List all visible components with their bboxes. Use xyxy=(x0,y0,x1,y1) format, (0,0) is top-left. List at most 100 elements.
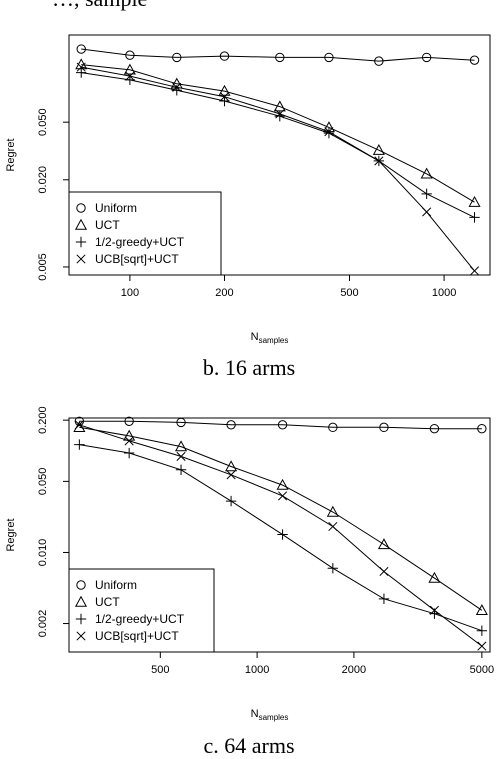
data-point-triangle xyxy=(225,460,238,472)
data-point-triangle xyxy=(273,100,286,112)
data-point-plus xyxy=(327,563,339,574)
x-tick-label: 500 xyxy=(340,287,358,299)
data-point-triangle xyxy=(475,604,488,615)
legend-label: UCB[sqrt]+UCT xyxy=(95,629,179,643)
y-tick-label: 0.010 xyxy=(37,539,49,567)
data-point-plus xyxy=(225,495,237,507)
data-point-circle xyxy=(277,420,288,430)
data-point-x xyxy=(124,436,134,446)
data-point-plus xyxy=(219,95,230,107)
chart-16-arms-caption: b. 16 arms xyxy=(202,355,296,380)
data-point-circle xyxy=(219,51,230,61)
y-tick-label: 0.050 xyxy=(37,468,49,496)
legend-label: UCT xyxy=(95,595,120,609)
data-point-triangle xyxy=(372,144,385,155)
y-tick-label: 0.002 xyxy=(37,610,49,638)
data-point-x xyxy=(278,491,288,501)
x-tick-label: 100 xyxy=(121,287,139,299)
data-point-triangle xyxy=(377,538,390,550)
data-point-plus xyxy=(277,529,288,540)
data-point-x xyxy=(374,156,384,166)
data-point-circle xyxy=(176,417,186,428)
data-point-x xyxy=(422,207,432,217)
legend-label: UCT xyxy=(95,218,120,232)
data-point-triangle xyxy=(420,167,433,179)
data-point-plus xyxy=(74,439,85,450)
data-point-x xyxy=(176,451,186,461)
y-axis-label: Regret xyxy=(5,518,17,551)
legend-label: 1/2-greedy+UCT xyxy=(95,235,185,249)
data-point-x xyxy=(172,82,182,92)
x-tick-label: 5000 xyxy=(470,664,494,676)
legend-label: 1/2-greedy+UCT xyxy=(95,612,185,626)
x-tick-label: 500 xyxy=(151,664,169,676)
data-point-triangle xyxy=(123,429,136,441)
x-tick-label: 1000 xyxy=(432,287,456,299)
data-point-x xyxy=(429,605,439,615)
data-point-circle xyxy=(324,52,334,63)
data-point-circle xyxy=(429,423,440,434)
data-point-plus xyxy=(274,110,286,122)
data-point-x xyxy=(76,62,86,72)
data-point-x xyxy=(125,71,135,81)
data-point-plus xyxy=(476,625,488,636)
legend-box xyxy=(68,191,222,276)
data-point-circle xyxy=(328,422,338,433)
legend-marker-plus xyxy=(75,236,87,248)
data-point-circle xyxy=(76,44,86,54)
data-point-plus xyxy=(421,188,432,200)
data-point-circle xyxy=(379,422,389,433)
legend-box xyxy=(68,568,215,653)
data-point-x xyxy=(226,470,236,480)
data-point-circle xyxy=(226,420,236,430)
legend-marker-x xyxy=(76,254,86,264)
series-line-circle xyxy=(79,420,482,430)
series-line-triangle xyxy=(81,64,475,203)
y-tick-label: 0.050 xyxy=(37,108,49,136)
data-point-x xyxy=(379,566,389,577)
data-point-plus xyxy=(175,464,187,475)
data-point-x xyxy=(275,109,285,119)
plot-frame xyxy=(68,34,491,276)
data-point-triangle xyxy=(123,63,136,75)
data-point-x xyxy=(477,641,487,651)
data-point-x xyxy=(74,420,84,430)
chart-16-arms: 100 200 500 1000 0.005 0.020 0.050 Regret Nsampl… xyxy=(5,34,491,345)
legend-marker-triangle xyxy=(74,218,88,230)
y-tick-label: 0.020 xyxy=(37,166,49,194)
data-point-x xyxy=(328,521,338,532)
y-tick-label: 0.200 xyxy=(37,406,49,434)
series-line-triangle xyxy=(79,426,483,611)
legend-marker-x xyxy=(76,631,86,641)
data-point-triangle xyxy=(174,440,188,452)
x-axis-label: Nsamples xyxy=(251,708,289,722)
plot-frame xyxy=(68,417,491,653)
legend-label: Uniform xyxy=(95,578,137,592)
data-point-triangle xyxy=(326,505,339,517)
data-point-circle xyxy=(275,52,285,63)
x-tick-label: 200 xyxy=(215,287,233,299)
legend-marker-triangle xyxy=(74,595,88,607)
data-point-x xyxy=(219,92,230,102)
x-axis-label: Nsamples xyxy=(251,331,289,345)
series-line-circle xyxy=(81,48,475,62)
chart-64-arms-caption: c. 64 arms xyxy=(203,733,295,758)
y-axis-label: Regret xyxy=(5,138,17,171)
top-cut-caption: …, sample xyxy=(0,0,147,12)
data-point-circle xyxy=(374,56,384,66)
data-point-plus xyxy=(123,447,135,459)
x-tick-label: 1000 xyxy=(245,664,269,676)
data-point-plus xyxy=(76,67,87,78)
chart-64-arms: 500 1000 2000 5000 0.002 0.010 0.050 0.200 Regre… xyxy=(5,406,494,722)
legend-marker-plus xyxy=(75,613,87,625)
data-point-plus xyxy=(323,127,335,139)
legend-label: UCB[sqrt]+UCT xyxy=(95,252,179,266)
data-point-circle xyxy=(125,50,135,60)
data-point-x xyxy=(324,127,334,137)
x-tick-label: 2000 xyxy=(342,664,366,676)
legend-marker-circle xyxy=(76,580,86,590)
data-point-plus xyxy=(469,212,480,223)
data-point-triangle xyxy=(468,195,481,207)
legend-marker-circle xyxy=(76,203,86,213)
data-point-circle xyxy=(421,52,432,63)
